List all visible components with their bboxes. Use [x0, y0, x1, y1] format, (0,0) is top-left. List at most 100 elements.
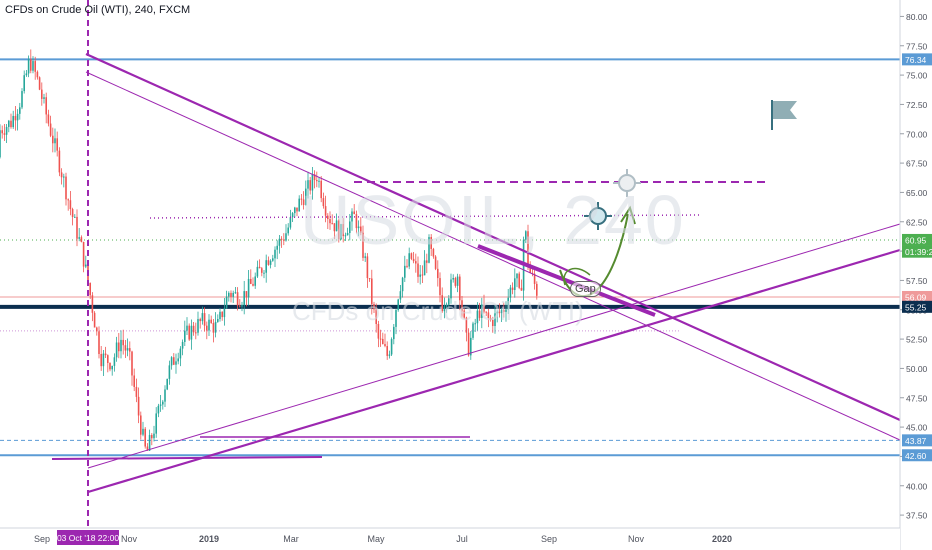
- candle: [305, 180, 307, 206]
- candle-body: [485, 311, 487, 313]
- candle-body: [456, 276, 459, 286]
- candle-body: [3, 133, 6, 135]
- candle: [302, 191, 305, 210]
- candle-body: [371, 278, 373, 305]
- candle: [399, 284, 402, 303]
- candle: [364, 252, 366, 262]
- candle: [289, 209, 292, 230]
- candle: [8, 119, 10, 133]
- candle: [162, 399, 164, 410]
- candle-body: [25, 73, 28, 76]
- candle-body: [342, 224, 344, 236]
- plot-area: [0, 0, 900, 528]
- candle-body: [434, 256, 437, 269]
- candle-body: [474, 323, 476, 325]
- candle: [203, 307, 206, 332]
- candle-body: [340, 224, 342, 240]
- candle: [85, 255, 87, 269]
- candle: [291, 212, 294, 222]
- candle-body: [487, 312, 490, 318]
- candle-body: [243, 291, 245, 306]
- candle-body: [100, 354, 102, 367]
- candle: [445, 302, 448, 313]
- candle: [263, 270, 265, 279]
- projection-arrow-head: [620, 205, 636, 225]
- candle-body: [476, 310, 479, 324]
- candle-body: [208, 319, 210, 331]
- price-label-bg: [902, 434, 932, 447]
- candle-body: [289, 217, 292, 228]
- candle-body: [164, 389, 166, 402]
- candle-body: [483, 304, 485, 312]
- candle-body: [93, 312, 96, 328]
- candle-body: [146, 446, 149, 451]
- candle-body: [197, 319, 199, 333]
- candle-body: [71, 209, 74, 217]
- flag-cloth: [773, 101, 797, 119]
- candle-body: [98, 331, 100, 355]
- candle-body: [210, 319, 212, 323]
- candle-body: [285, 233, 287, 241]
- candle-body: [45, 97, 47, 115]
- candle: [144, 427, 146, 449]
- candle-body: [206, 325, 208, 331]
- candle-body: [357, 226, 360, 229]
- candle-body: [175, 361, 177, 365]
- candle: [27, 55, 30, 78]
- candle-body: [309, 180, 311, 191]
- candle-body: [272, 258, 274, 261]
- candle: [102, 350, 105, 377]
- x-tick-label: Jul: [456, 534, 468, 544]
- candle-body: [375, 309, 377, 325]
- candle-body: [459, 276, 461, 301]
- candle: [366, 253, 369, 288]
- candle: [100, 346, 102, 371]
- candle: [461, 296, 463, 318]
- candle: [456, 273, 459, 293]
- candle: [30, 49, 32, 74]
- candle: [388, 350, 391, 359]
- date-marker-label: 03 Oct '18 22:00: [57, 533, 119, 543]
- candle-body: [263, 272, 265, 274]
- candle-body: [280, 238, 283, 240]
- candle: [357, 220, 360, 237]
- candle: [331, 214, 333, 225]
- candle-body: [366, 256, 369, 279]
- candle-body: [428, 237, 430, 263]
- candle: [122, 329, 124, 355]
- candle: [465, 316, 468, 342]
- candle-body: [21, 91, 23, 108]
- candle-body: [379, 338, 382, 340]
- candle-body: [267, 260, 270, 265]
- candle: [349, 214, 351, 241]
- candle: [126, 338, 129, 357]
- candle: [252, 277, 254, 287]
- candle-body: [137, 396, 140, 416]
- candle: [120, 330, 122, 359]
- candle-body: [454, 277, 457, 286]
- candle-body: [265, 260, 267, 273]
- candle: [199, 317, 201, 329]
- candle: [195, 322, 197, 340]
- candle-body: [23, 75, 25, 92]
- candle: [45, 92, 47, 124]
- candle: [179, 346, 182, 367]
- price-label: 01:39:25: [902, 245, 932, 258]
- candle-body: [177, 358, 179, 362]
- candle: [500, 308, 503, 322]
- candle-body: [373, 304, 375, 310]
- candle-body: [296, 207, 298, 212]
- candle: [89, 282, 91, 299]
- candle-body: [269, 260, 272, 265]
- candle-body: [179, 348, 182, 359]
- candle-body: [133, 375, 135, 387]
- candle-body: [49, 123, 52, 136]
- candle: [47, 109, 50, 127]
- candle: [113, 353, 116, 372]
- candle: [1, 125, 3, 139]
- candle: [333, 223, 336, 240]
- candle-body: [89, 283, 91, 296]
- candle: [67, 198, 69, 211]
- candle-body: [516, 273, 518, 279]
